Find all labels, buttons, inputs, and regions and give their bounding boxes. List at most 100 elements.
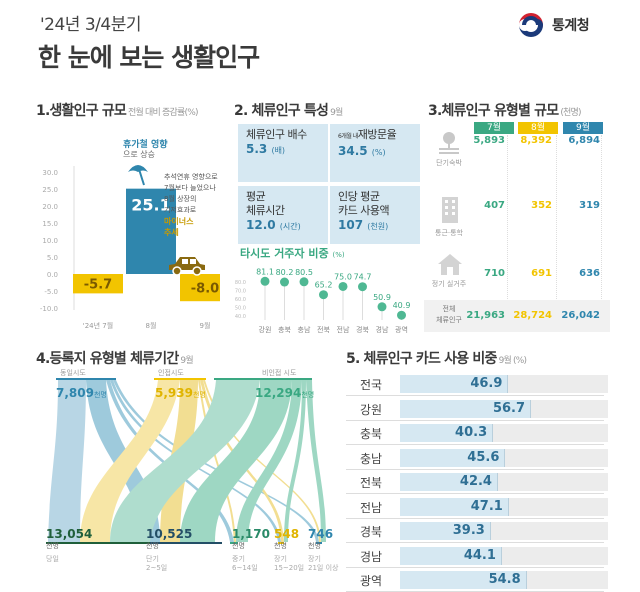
source-number: 12,294 [255,386,302,400]
month-tag-aug: 8월 [518,122,558,134]
target-unit: 천명 [146,542,159,550]
flow-nonadj-to-xlong [306,380,326,542]
section2-title-text: 2. 체류인구 특성 [234,103,329,119]
bar-row: 전국 46.9 [346,372,608,396]
y-tick-label: 25.0 [42,186,58,194]
x-tick-label: 경북 [356,325,369,334]
x-tick-label: 충남 [298,325,311,334]
growth-bar-chart: 30.0 25.0 20.0 15.0 10.0 5.0 0.0 -5.0 -10.0 -5.7 '… [40,166,220,330]
card-stay-time: 평균 체류시간 12.0 (시간) [238,186,328,244]
bar-value-label: 39.3 [452,523,485,538]
resort-icon [439,132,459,154]
section5-sub: 9월 (%) [498,356,527,366]
section3-title-text: 3.체류인구 유형별 규모 [428,103,559,119]
bar-category-label: 전남 [359,500,383,515]
flow-nonadj-to-short [180,380,292,542]
target-bar-day [46,542,150,544]
total-label: 전체 체류인구 [424,304,474,326]
card-value: 34.5 (%) [338,144,412,158]
lollipop-dot [319,290,328,300]
target-number: 548 [274,527,300,541]
lollipop-dot [377,302,387,312]
lollipop-value-label: 80.2 [276,268,294,277]
y-tick-label: 10.0 [42,237,58,245]
card-value-unit: (시간) [279,222,301,231]
lollipop-dot [299,277,309,287]
y-tick-label: 0.0 [47,271,58,279]
lollipop-value-label: 50.9 [373,293,391,302]
source-bar-adj [154,378,206,380]
target-category-range: 6~14일 [232,564,258,572]
target-bar-long [278,542,284,544]
bar-row: 전북 42.4 [346,470,608,494]
y-tick-label: 80.0 [235,280,246,286]
x-tick-label: 전남 [337,325,350,334]
lollipop-value-label: 81.1 [256,267,274,276]
bar-row: 강원 56.7 [346,397,608,421]
flow-same-to-day [48,380,86,542]
sankey-diagram [46,378,326,544]
bar [126,188,176,274]
target-category-range: 15~20일 [274,564,305,572]
section2-month: 9월 [330,108,343,118]
lollipop-title: 타시도 거주자 비중 (%) [240,245,345,261]
bar [400,375,509,393]
lollipop-dot [338,281,348,291]
bar-category-label: 경북 [359,525,383,539]
target-bar-short [150,542,222,544]
card-value-number: 34.5 [338,144,368,158]
bar-value-label: 40.3 [455,425,488,440]
y-tick-label: 50.0 [235,306,246,312]
lollipop-value-label: 80.5 [295,268,313,277]
target-number: 13,054 [46,527,93,541]
value-aug: 691 [531,268,552,279]
section3-unit: (천명) [560,108,581,118]
value-aug: 8,392 [520,135,552,146]
page-subtitle: '24년 3/4분기 [40,15,142,35]
y-tick-label: -10.0 [40,305,58,313]
card-label: 6개월 내재방문율 [338,128,412,144]
section4-month: 9월 [180,356,193,366]
annotation-right-line: 기저효과로 [164,206,197,214]
card-spend: 인당 평균 카드 사용액 107 (천원) [330,186,420,244]
bar-value-label: 46.9 [470,376,503,391]
value-sep: 6,894 [568,135,600,146]
x-tick-label: 광역 [395,325,408,334]
source-value: 7,809천명 [56,382,107,401]
section4-title: 4.등록지 유형별 체류기간 9월 [36,348,194,368]
section4-title-text: 4.등록지 유형별 체류기간 [36,351,179,367]
bar-row: 충북 40.3 [346,421,608,445]
annotation-right-line: 7월보다 늘었으나 [164,184,216,192]
target-category: 단기 [146,555,159,563]
value-aug: 352 [531,200,552,211]
row-label: 단기숙박 [436,159,462,167]
building-icon [442,197,458,223]
card-value: 12.0 (시간) [246,218,320,232]
target-long: 548 천명 장기 15~20일 [274,527,304,573]
bar-value-label: 25.1 [131,196,170,215]
bar-row: 광역 54.8 [346,568,608,592]
section1-title: 1.생활인구 규모 전월 대비 증감률(%) [36,100,198,120]
col-divider [601,135,602,315]
flow-adj-to-day [80,380,180,542]
bar [73,274,123,294]
bar [400,497,509,516]
source-bar-nonadj [214,378,312,380]
source-number: 7,809 [56,386,94,400]
flow-nonadj-to-mid [236,380,302,542]
card-value-number: 12.0 [246,218,276,232]
x-tick-label: 경남 [376,325,389,334]
source-name: 비인접 시도 [262,369,297,377]
total-jul: 21,963 [466,310,505,321]
lollipop-chart: 80.0 70.0 60.0 50.0 40.0 81.1 강원 80.2 충북 80.5 충남 65… [235,267,411,334]
target-unit: 천명 [46,542,59,550]
bar-value-label: 54.8 [488,572,521,587]
bar-category-label: 전북 [359,476,383,490]
total-label-line: 체류인구 [436,316,462,324]
page-title: 한 눈에 보는 생활인구 [38,43,260,72]
source-unit: 천명 [192,391,206,399]
card-label-text: 재방문율 [357,128,397,141]
y-tick-label: 20.0 [42,203,58,211]
x-tick-label: 충북 [278,325,291,334]
bar [400,399,532,418]
